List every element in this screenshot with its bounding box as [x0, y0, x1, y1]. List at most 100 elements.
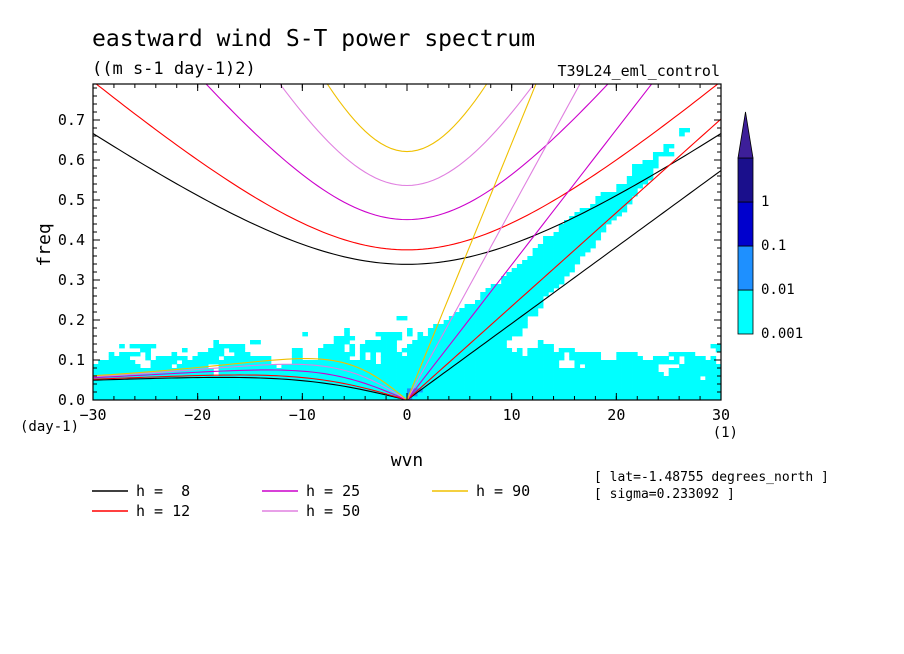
spectrum-cell — [365, 344, 371, 349]
spectrum-cell — [522, 272, 528, 277]
spectrum-cell — [161, 380, 167, 385]
spectrum-cell — [574, 240, 581, 245]
colorbar-segment — [737, 201, 754, 247]
spectrum-cell — [286, 380, 293, 385]
spectrum-cell — [176, 372, 183, 377]
spectrum-cell — [480, 316, 486, 321]
spectrum-cell — [213, 360, 219, 365]
spectrum-cell — [338, 396, 345, 400]
spectrum-cell — [464, 332, 471, 337]
spectrum-cell — [396, 360, 403, 365]
spectrum-cell — [250, 364, 256, 369]
spectrum-cell — [391, 364, 397, 369]
spectrum-cell — [401, 348, 408, 353]
spectrum-cell — [328, 352, 335, 357]
spectrum-cell — [543, 280, 549, 285]
spectrum-cell — [459, 356, 465, 361]
spectrum-cell — [715, 388, 721, 393]
spectrum-cell — [564, 268, 570, 273]
y-axis-label: freq — [34, 223, 55, 266]
spectrum-cell — [93, 392, 99, 397]
spectrum-cell — [543, 368, 549, 373]
spectrum-cell — [213, 388, 219, 393]
spectrum-cell — [396, 336, 403, 341]
spectrum-cell — [553, 268, 560, 273]
spectrum-cell — [480, 320, 486, 325]
spectrum-cell — [490, 392, 497, 397]
spectrum-cell — [600, 396, 607, 400]
spectrum-cell — [407, 364, 413, 369]
spectrum-cell — [637, 360, 643, 365]
spectrum-cell — [673, 392, 680, 397]
spectrum-cell — [605, 384, 612, 389]
spectrum-cell — [527, 284, 533, 289]
spectrum-cell — [590, 204, 596, 209]
spectrum-cell — [605, 396, 612, 400]
spectrum-cell — [344, 396, 350, 400]
spectrum-cell — [584, 248, 591, 253]
spectrum-cell — [281, 384, 288, 389]
spectrum-cell — [595, 384, 602, 389]
spectrum-cell — [391, 356, 397, 361]
spectrum-cell — [297, 376, 303, 381]
spectrum-cell — [427, 344, 434, 349]
spectrum-cell — [485, 356, 492, 361]
spectrum-cell — [438, 356, 445, 361]
spectrum-cell — [244, 372, 251, 377]
spectrum-cell — [495, 384, 502, 389]
spectrum-cell — [448, 360, 455, 365]
spectrum-cell — [632, 192, 638, 197]
spectrum-cell — [495, 344, 502, 349]
spectrum-cell — [312, 388, 319, 393]
y-axis: 0.00.10.20.30.40.50.60.7 — [58, 87, 721, 409]
spectrum-cell — [213, 340, 219, 345]
spectrum-cell — [365, 340, 371, 345]
spectrum-cell — [501, 328, 507, 333]
spectrum-cell — [386, 344, 392, 349]
spectrum-cell — [239, 392, 246, 397]
spectrum-cell — [569, 236, 575, 241]
spectrum-cell — [506, 276, 513, 281]
spectrum-cell — [700, 388, 706, 393]
spectrum-cell — [595, 224, 602, 229]
spectrum-cell — [291, 392, 298, 397]
spectrum-cell — [605, 192, 612, 197]
spectrum-cell — [328, 380, 335, 385]
spectrum-cell — [663, 396, 670, 400]
spectrum-cell — [427, 392, 434, 397]
spectrum-cell — [401, 392, 408, 397]
spectrum-cell — [270, 372, 277, 377]
spectrum-cell — [495, 392, 502, 397]
spectrum-cell — [616, 212, 622, 217]
spectrum-cell — [270, 388, 277, 393]
spectrum-cell — [600, 196, 607, 201]
spectrum-cell — [626, 372, 633, 377]
spectrum-cell — [223, 356, 230, 361]
spectrum-cell — [516, 312, 523, 317]
spectrum-cell — [98, 376, 104, 381]
spectrum-cell — [689, 360, 696, 365]
spectrum-cell — [391, 384, 397, 389]
spectrum-cell — [626, 376, 633, 381]
spectrum-cell — [454, 364, 460, 369]
spectrum-cell — [166, 396, 172, 400]
spectrum-cell — [490, 344, 497, 349]
spectrum-cell — [312, 360, 319, 365]
spectrum-cell — [490, 388, 497, 393]
spectrum-cell — [511, 388, 518, 393]
spectrum-cell — [626, 360, 633, 365]
spectrum-cell — [475, 392, 481, 397]
spectrum-cell — [511, 356, 518, 361]
spectrum-cell — [579, 352, 586, 357]
spectrum-cell — [632, 368, 638, 373]
spectrum-cell — [584, 360, 591, 365]
spectrum-cell — [710, 344, 717, 349]
x-tick-label: 10 — [503, 406, 521, 424]
spectrum-cell — [349, 364, 356, 369]
spectrum-cell — [579, 236, 586, 241]
spectrum-cell — [208, 356, 214, 361]
spectrum-cell — [323, 352, 329, 357]
spectrum-cell — [700, 364, 706, 369]
spectrum-cell — [176, 364, 183, 369]
spectrum-cell — [338, 380, 345, 385]
